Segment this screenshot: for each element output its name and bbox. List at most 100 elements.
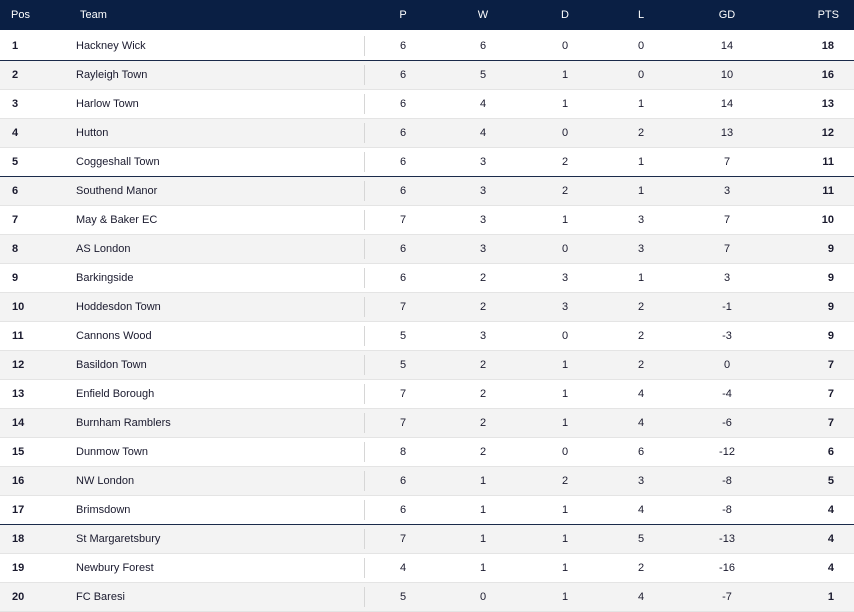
row-points: 6 [827, 446, 834, 458]
row-team-name[interactable]: Dunmow Town [72, 442, 365, 462]
row-points: 9 [827, 243, 834, 255]
row-played: 5 [399, 359, 407, 371]
table-row[interactable]: 17 Brimsdown 6 1 1 4 -8 4 [0, 496, 854, 525]
row-won: 2 [479, 388, 487, 400]
row-team-name[interactable]: Rayleigh Town [72, 65, 365, 85]
row-position: 8 [12, 243, 19, 255]
row-goal-difference: -7 [722, 591, 732, 603]
row-points: 4 [827, 562, 834, 574]
row-lost: 2 [637, 359, 645, 371]
row-team-name[interactable]: Enfield Borough [72, 384, 365, 404]
row-drawn: 3 [561, 301, 569, 313]
row-won: 0 [479, 591, 487, 603]
row-drawn: 0 [561, 243, 569, 255]
row-drawn: 1 [561, 214, 569, 226]
row-team-name[interactable]: AS London [72, 239, 365, 259]
header-won[interactable]: W [477, 9, 489, 21]
row-team-name[interactable]: Newbury Forest [72, 558, 365, 578]
header-lost[interactable]: L [637, 9, 645, 21]
row-won: 4 [479, 127, 487, 139]
row-points: 7 [827, 359, 834, 371]
row-team-name[interactable]: Cannons Wood [72, 326, 365, 346]
header-goal-difference[interactable]: GD [718, 9, 736, 21]
row-team-name[interactable]: Hackney Wick [72, 36, 365, 56]
row-team-name[interactable]: Barkingside [72, 268, 365, 288]
table-body: 1 Hackney Wick 6 6 0 0 14 18 2 Rayleigh Town 6 5 1 0 1… [0, 32, 854, 612]
row-team-name[interactable]: FC Baresi [72, 587, 365, 607]
row-points: 4 [827, 533, 834, 545]
row-won: 1 [479, 562, 487, 574]
table-row[interactable]: 19 Newbury Forest 4 1 1 2 -16 4 [0, 554, 854, 583]
row-team-name[interactable]: Harlow Town [72, 94, 365, 114]
header-drawn[interactable]: D [561, 9, 569, 21]
row-drawn: 1 [561, 591, 569, 603]
header-pos[interactable]: Pos [11, 9, 30, 21]
row-position: 13 [12, 388, 25, 400]
row-position: 4 [12, 127, 19, 139]
row-team-name[interactable]: May & Baker EC [72, 210, 365, 230]
table-row[interactable]: 6 Southend Manor 6 3 2 1 3 11 [0, 177, 854, 206]
row-lost: 1 [637, 272, 645, 284]
row-lost: 1 [637, 185, 645, 197]
row-played: 5 [399, 591, 407, 603]
row-goal-difference: 13 [720, 127, 734, 139]
row-goal-difference: 3 [723, 272, 731, 284]
table-row[interactable]: 2 Rayleigh Town 6 5 1 0 10 16 [0, 61, 854, 90]
table-row[interactable]: 4 Hutton 6 4 0 2 13 12 [0, 119, 854, 148]
row-team-name[interactable]: Southend Manor [72, 181, 365, 201]
row-team-name[interactable]: Hutton [72, 123, 365, 143]
table-row[interactable]: 10 Hoddesdon Town 7 2 3 2 -1 9 [0, 293, 854, 322]
row-position: 15 [12, 446, 25, 458]
header-points[interactable]: PTS [817, 9, 839, 21]
row-drawn: 1 [561, 359, 569, 371]
table-row[interactable]: 1 Hackney Wick 6 6 0 0 14 18 [0, 32, 854, 61]
table-row[interactable]: 11 Cannons Wood 5 3 0 2 -3 9 [0, 322, 854, 351]
row-drawn: 1 [561, 562, 569, 574]
header-team[interactable]: Team [80, 9, 107, 21]
row-points: 1 [827, 591, 834, 603]
table-row[interactable]: 13 Enfield Borough 7 2 1 4 -4 7 [0, 380, 854, 409]
row-position: 9 [12, 272, 19, 284]
row-played: 6 [399, 127, 407, 139]
table-row[interactable]: 18 St Margaretsbury 7 1 1 5 -13 4 [0, 525, 854, 554]
row-team-name[interactable]: Coggeshall Town [72, 152, 365, 172]
row-lost: 4 [637, 417, 645, 429]
table-row[interactable]: 7 May & Baker EC 7 3 1 3 7 10 [0, 206, 854, 235]
table-row[interactable]: 16 NW London 6 1 2 3 -8 5 [0, 467, 854, 496]
row-lost: 0 [637, 69, 645, 81]
row-won: 1 [479, 475, 487, 487]
row-points: 9 [827, 330, 834, 342]
row-goal-difference: 0 [723, 359, 731, 371]
table-row[interactable]: 15 Dunmow Town 8 2 0 6 -12 6 [0, 438, 854, 467]
row-team-name[interactable]: NW London [72, 471, 365, 491]
row-team-name[interactable]: Brimsdown [72, 500, 365, 520]
row-played: 6 [399, 272, 407, 284]
row-points: 9 [827, 272, 834, 284]
row-drawn: 3 [561, 272, 569, 284]
table-row[interactable]: 20 FC Baresi 5 0 1 4 -7 1 [0, 583, 854, 612]
row-won: 3 [479, 330, 487, 342]
table-row[interactable]: 9 Barkingside 6 2 3 1 3 9 [0, 264, 854, 293]
row-team-name[interactable]: St Margaretsbury [72, 529, 365, 549]
table-row[interactable]: 14 Burnham Ramblers 7 2 1 4 -6 7 [0, 409, 854, 438]
table-row[interactable]: 8 AS London 6 3 0 3 7 9 [0, 235, 854, 264]
table-row[interactable]: 5 Coggeshall Town 6 3 2 1 7 11 [0, 148, 854, 177]
table-row[interactable]: 12 Basildon Town 5 2 1 2 0 7 [0, 351, 854, 380]
row-team-name[interactable]: Basildon Town [72, 355, 365, 375]
row-won: 2 [479, 359, 487, 371]
row-goal-difference: 14 [720, 40, 734, 52]
row-points: 9 [827, 301, 834, 313]
row-position: 18 [12, 533, 25, 545]
row-team-name[interactable]: Burnham Ramblers [72, 413, 365, 433]
row-won: 4 [479, 98, 487, 110]
row-points: 5 [827, 475, 834, 487]
header-played[interactable]: P [399, 9, 407, 21]
table-row[interactable]: 3 Harlow Town 6 4 1 1 14 13 [0, 90, 854, 119]
row-played: 6 [399, 69, 407, 81]
row-lost: 3 [637, 214, 645, 226]
row-position: 17 [12, 504, 25, 516]
row-points: 11 [822, 156, 834, 168]
row-points: 10 [821, 214, 834, 226]
row-team-name[interactable]: Hoddesdon Town [72, 297, 365, 317]
row-played: 6 [399, 156, 407, 168]
